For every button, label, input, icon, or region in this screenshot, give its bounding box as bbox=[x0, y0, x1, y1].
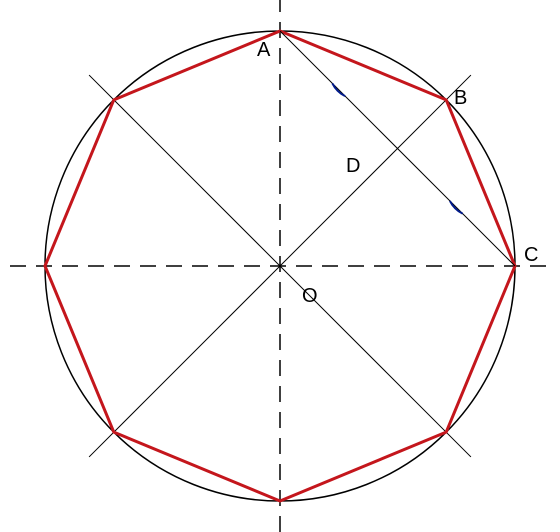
label-d: D bbox=[346, 155, 360, 177]
label-a: A bbox=[257, 39, 271, 61]
label-c: C bbox=[524, 244, 538, 266]
octagon-construction-diagram: A B C D O bbox=[0, 0, 560, 532]
label-o: O bbox=[302, 285, 318, 307]
label-b: B bbox=[454, 87, 467, 109]
